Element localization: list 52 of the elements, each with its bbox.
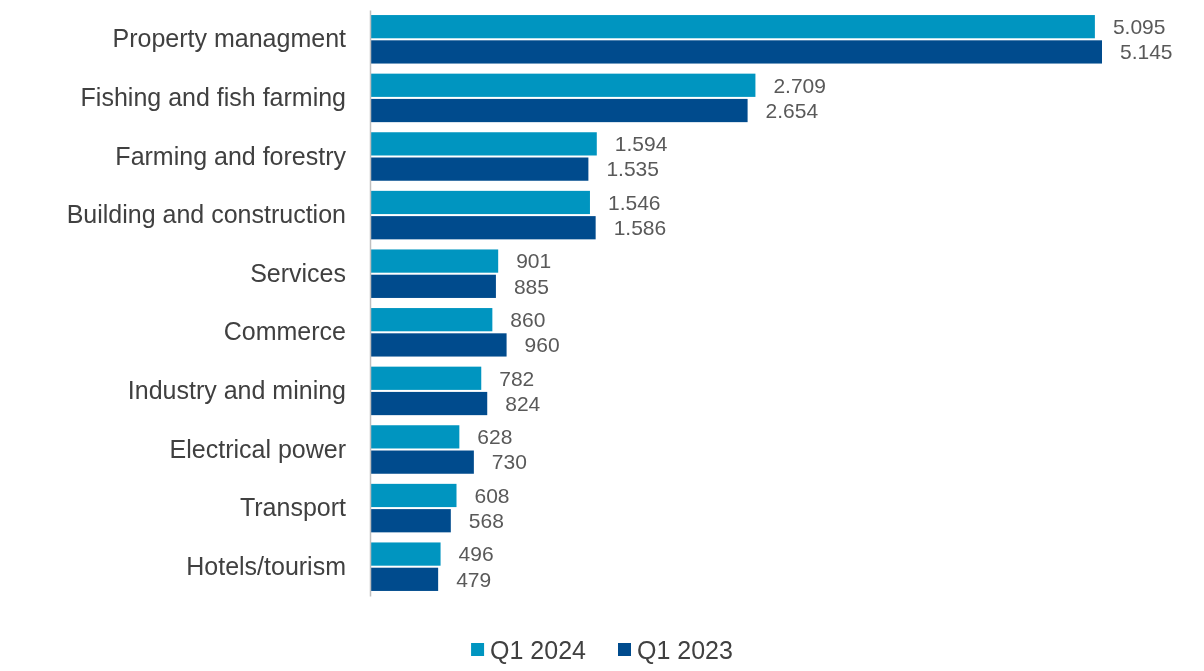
y-tick-label: Farming and forestry	[115, 141, 347, 170]
data-label: 1.594	[614, 132, 668, 156]
bar	[370, 190, 590, 215]
bar	[370, 157, 589, 181]
data-label: 730	[491, 450, 527, 474]
bar	[370, 98, 748, 123]
data-label: 5.145	[1120, 40, 1173, 64]
bar	[370, 216, 596, 240]
bar	[370, 509, 451, 533]
data-label: 960	[524, 333, 560, 357]
y-tick-label: Industry and mining	[127, 375, 346, 404]
data-label: 1.586	[613, 216, 667, 240]
y-tick-label: Transport	[239, 493, 347, 522]
bar	[370, 567, 439, 591]
data-label: 1.535	[606, 157, 659, 181]
legend-label: Q1 2024	[490, 635, 587, 664]
data-label: 479	[456, 567, 492, 591]
bar	[370, 450, 474, 474]
y-tick-label: Hotels/tourism	[186, 551, 346, 580]
data-label: 1.546	[607, 190, 661, 214]
bar	[370, 40, 1102, 64]
bar	[370, 15, 1095, 39]
y-tick-label: Electrical power	[169, 434, 346, 463]
bar	[370, 132, 597, 156]
bar	[370, 425, 460, 449]
data-label: 5.095	[1112, 15, 1166, 39]
data-label: 628	[477, 425, 513, 449]
legend-label: Q1 2023	[637, 635, 733, 664]
data-label: 2.709	[773, 73, 826, 97]
bar	[370, 542, 441, 566]
data-label: 496	[458, 542, 494, 566]
data-label: 824	[505, 391, 541, 415]
y-tick-label: Property managment	[112, 24, 347, 53]
data-label: 901	[516, 249, 552, 273]
bar	[370, 391, 488, 416]
data-label: 860	[510, 308, 546, 332]
data-label: 568	[468, 509, 504, 533]
data-label: 608	[474, 483, 510, 507]
y-tick-label: Commerce	[223, 317, 346, 346]
y-tick-label: Building and construction	[66, 200, 346, 229]
bar	[370, 366, 482, 390]
data-label: 885	[513, 274, 549, 298]
bar	[370, 333, 507, 357]
y-tick-label: Fishing and fish farming	[80, 82, 346, 111]
bar	[370, 483, 457, 508]
bar	[370, 249, 499, 273]
data-label: 2.654	[765, 98, 819, 122]
bar	[370, 308, 493, 332]
data-label: 782	[499, 366, 535, 390]
bar	[370, 73, 756, 97]
y-tick-label: Services	[250, 258, 346, 287]
bar	[370, 274, 496, 298]
